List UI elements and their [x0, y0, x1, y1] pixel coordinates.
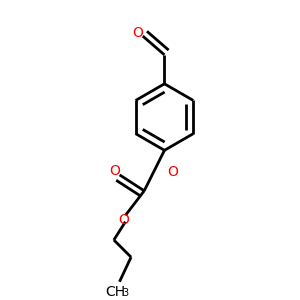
Text: 3: 3 [123, 288, 129, 298]
Text: O: O [168, 165, 178, 179]
Text: O: O [109, 164, 120, 178]
Text: O: O [118, 213, 129, 227]
Text: CH: CH [105, 285, 125, 299]
Text: O: O [132, 26, 143, 40]
